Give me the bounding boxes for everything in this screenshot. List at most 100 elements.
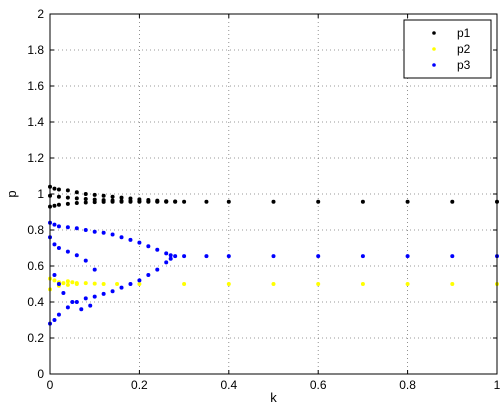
series-p1	[48, 184, 499, 209]
point-p3	[52, 242, 57, 247]
y-tick-label: 0	[37, 367, 44, 381]
point-p2	[74, 282, 79, 286]
point-p2	[70, 280, 75, 285]
point-p1	[101, 193, 106, 198]
point-p1	[119, 195, 124, 200]
point-p3	[450, 254, 455, 259]
point-p1	[226, 199, 231, 204]
point-p2	[271, 282, 276, 286]
point-p3	[56, 224, 61, 229]
point-p3	[155, 267, 160, 272]
point-p1	[360, 199, 365, 204]
point-p1	[65, 195, 70, 200]
legend-label-p2: p2	[457, 42, 471, 56]
point-p3	[88, 303, 93, 308]
point-p2	[360, 282, 365, 286]
point-p3	[52, 222, 57, 227]
y-tick-label: 0.8	[27, 223, 44, 237]
point-p2	[52, 278, 57, 283]
x-tick-label: 0	[47, 378, 54, 392]
point-p1	[182, 199, 187, 204]
point-p3	[173, 254, 178, 259]
point-p2	[61, 281, 66, 286]
point-p3	[56, 282, 61, 286]
point-p1	[83, 197, 88, 202]
point-p1	[92, 192, 97, 197]
series-p3	[48, 220, 499, 326]
legend-marker-p1	[432, 31, 436, 35]
point-p1	[52, 186, 57, 191]
point-p3	[146, 273, 151, 277]
y-tick-label: 1.4	[27, 115, 44, 129]
point-p1	[74, 201, 79, 205]
point-p3	[61, 291, 66, 295]
y-tick-label: 0.6	[27, 259, 44, 273]
point-p3	[92, 229, 97, 234]
point-p3	[70, 300, 75, 304]
point-p1	[137, 199, 142, 204]
point-p2	[450, 282, 455, 286]
point-p3	[92, 267, 97, 272]
point-p3	[65, 249, 70, 254]
point-p1	[316, 199, 321, 204]
point-p1	[65, 201, 70, 206]
point-p2	[316, 282, 321, 286]
point-p3	[168, 253, 173, 258]
x-tick-label: 0.6	[310, 378, 327, 392]
legend-marker-p2	[432, 47, 436, 51]
point-p2	[83, 281, 88, 286]
legend-label-p1: p1	[457, 26, 471, 40]
point-p1	[52, 203, 57, 208]
point-p3	[226, 254, 231, 259]
point-p3	[168, 256, 173, 261]
y-tick-label: 2	[37, 7, 44, 21]
series-p2	[48, 276, 499, 292]
point-p3	[101, 291, 106, 296]
point-p3	[110, 232, 115, 237]
point-p2	[101, 282, 106, 286]
point-p3	[164, 251, 169, 256]
x-tick-label: 0.4	[220, 378, 237, 392]
point-p3	[405, 254, 410, 259]
point-p3	[65, 225, 70, 230]
point-p3	[164, 260, 169, 265]
point-p1	[164, 199, 169, 204]
point-p3	[92, 294, 97, 299]
y-tick-label: 1	[37, 187, 44, 201]
point-p3	[83, 228, 88, 232]
y-tick-label: 1.2	[27, 151, 44, 165]
point-p1	[119, 198, 124, 203]
point-p2	[65, 279, 70, 284]
point-p2	[182, 282, 187, 286]
point-p2	[226, 282, 231, 286]
point-p3	[56, 312, 61, 317]
point-p3	[56, 246, 61, 250]
point-p1	[74, 196, 79, 201]
y-tick-label: 0.4	[27, 295, 44, 309]
point-p3	[74, 300, 79, 304]
legend-marker-p3	[432, 63, 436, 67]
point-p1	[173, 199, 178, 204]
point-p3	[110, 289, 115, 294]
axis-ticks: 0 0.2 0.4 0.6 0.8 1 0 0.2 0.4 0.6 0.8 1 1.2 1.4 1.6 1.8…	[27, 7, 500, 392]
x-tick-label: 1	[494, 378, 501, 392]
point-p3	[137, 240, 142, 245]
point-p3	[74, 253, 79, 258]
y-tick-label: 1.6	[27, 79, 44, 93]
point-p3	[83, 296, 88, 301]
point-p1	[56, 187, 61, 192]
point-p3	[360, 254, 365, 259]
x-axis-label: k	[270, 390, 277, 405]
point-p2	[115, 282, 120, 286]
point-p1	[155, 199, 160, 204]
point-p3	[74, 226, 79, 231]
y-axis-label: p	[4, 190, 19, 197]
point-p1	[450, 199, 455, 204]
point-p1	[92, 197, 97, 202]
point-p3	[119, 285, 124, 290]
point-p1	[110, 194, 115, 199]
point-p3	[316, 254, 321, 259]
x-tick-label: 0.8	[399, 378, 416, 392]
point-p1	[405, 199, 410, 204]
